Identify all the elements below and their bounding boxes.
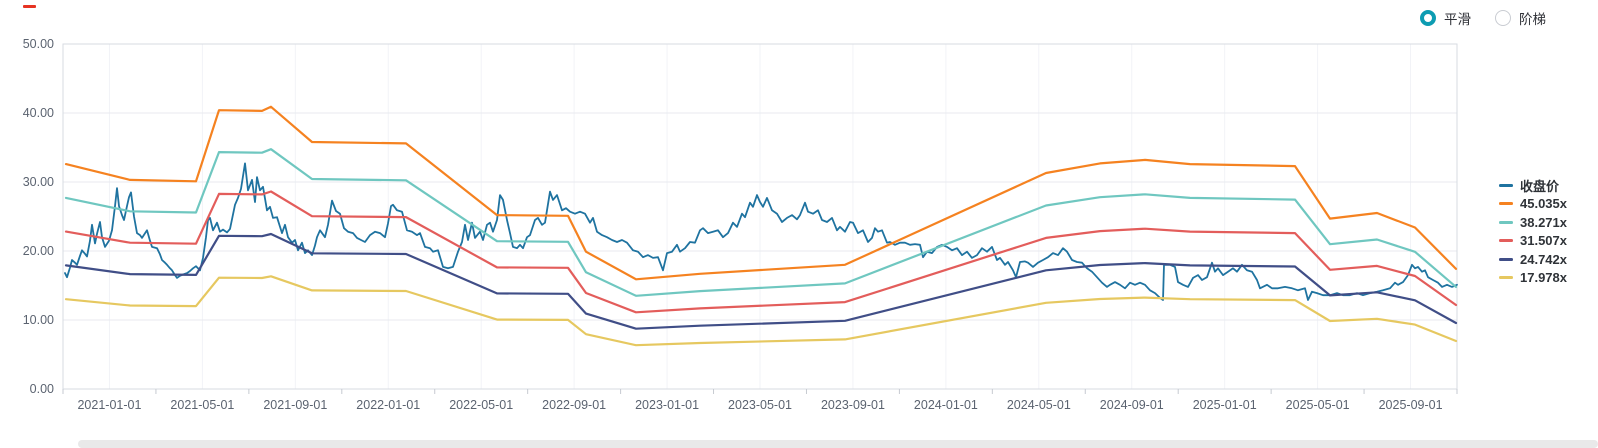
x-axis-label: 2025-09-01 (1378, 398, 1443, 412)
x-axis-label: 2022-05-01 (449, 398, 514, 412)
radio-step[interactable]: 阶梯 (1495, 8, 1546, 28)
x-axis-label: 2021-01-01 (77, 398, 142, 412)
legend-item-band-4[interactable]: 24.742x (1499, 250, 1567, 269)
legend-swatch (1499, 202, 1513, 206)
x-axis-label: 2021-05-01 (170, 398, 235, 412)
legend-item-band-3[interactable]: 31.507x (1499, 232, 1567, 251)
legend-label: 24.742x (1520, 251, 1567, 267)
legend-swatch (1499, 239, 1513, 243)
y-axis-label: 0.00 (29, 382, 54, 396)
horizontal-scrollbar[interactable] (78, 440, 1598, 448)
x-axis-label: 2022-01-01 (356, 398, 421, 412)
legend-label: 45.035x (1520, 196, 1567, 212)
y-axis-label: 20.00 (22, 244, 54, 258)
x-axis-label: 2024-05-01 (1006, 398, 1071, 412)
legend-swatch (1499, 183, 1513, 187)
x-axis-label: 2023-01-01 (635, 398, 700, 412)
x-axis-label: 2024-01-01 (913, 398, 978, 412)
legend-item-close[interactable]: 收盘价 (1499, 176, 1567, 195)
x-axis-label: 2023-09-01 (820, 398, 885, 412)
radio-smooth-label: 平滑 (1444, 12, 1471, 27)
y-axis-label: 30.00 (22, 175, 54, 189)
legend-label: 17.978x (1520, 270, 1567, 286)
x-axis-label: 2025-01-01 (1192, 398, 1257, 412)
legend-item-band-2[interactable]: 38.271x (1499, 213, 1567, 232)
legend-item-band-1[interactable]: 45.035x (1499, 195, 1567, 214)
legend-label: 收盘价 (1520, 178, 1560, 194)
legend: 收盘价 45.035x 38.271x 31.507x 24.742x 17.9… (1499, 176, 1567, 287)
y-axis-label: 10.00 (22, 313, 54, 327)
legend-swatch (1499, 220, 1513, 224)
x-axis-label: 2025-05-01 (1285, 398, 1350, 412)
x-axis-label: 2022-09-01 (542, 398, 607, 412)
legend-item-band-5[interactable]: 17.978x (1499, 269, 1567, 288)
radio-unselected-icon (1495, 10, 1511, 26)
line-style-toggle-group: 平滑 阶梯 (1420, 8, 1546, 28)
radio-selected-icon (1420, 10, 1436, 26)
y-axis-label: 50.00 (22, 37, 54, 51)
x-axis: 2021-01-01 2021-05-01 2021-09-01 2022-01… (63, 398, 1457, 412)
legend-label: 31.507x (1520, 233, 1567, 249)
legend-label: 38.271x (1520, 214, 1567, 230)
legend-swatch (1499, 276, 1513, 280)
y-axis-label: 40.00 (22, 106, 54, 120)
red-dash-mark (23, 5, 36, 8)
x-axis-label: 2021-09-01 (263, 398, 328, 412)
x-axis-label: 2024-09-01 (1099, 398, 1164, 412)
x-axis-label: 2023-05-01 (728, 398, 792, 412)
radio-smooth[interactable]: 平滑 (1420, 8, 1471, 28)
legend-swatch (1499, 257, 1513, 261)
radio-step-label: 阶梯 (1519, 12, 1546, 27)
